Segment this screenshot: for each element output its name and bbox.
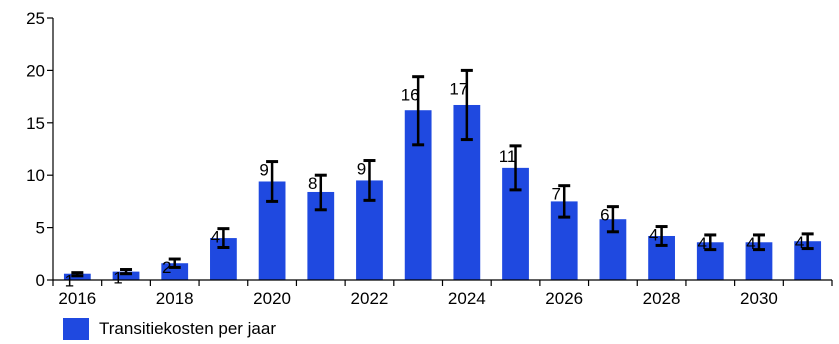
bar: [112, 271, 140, 280]
data-label: 4: [698, 234, 707, 253]
data-label: 16: [401, 86, 420, 105]
data-label: 4: [211, 228, 220, 247]
y-tick-label: 15: [26, 114, 45, 133]
data-label: 17: [449, 79, 468, 98]
data-label: 4: [649, 226, 658, 245]
data-label: 4: [746, 234, 755, 253]
x-tick-label: 2028: [643, 289, 681, 308]
y-tick-label: 0: [36, 271, 45, 290]
data-label: 7: [551, 185, 560, 204]
y-axis: 0 5 10 15 20 25: [26, 9, 54, 290]
x-tick-label: 2022: [351, 289, 389, 308]
x-tick-label: 2026: [545, 289, 583, 308]
data-label: 1: [113, 269, 122, 288]
legend-label: Transitiekosten per jaar: [99, 319, 277, 338]
x-tick-label: 2024: [448, 289, 486, 308]
y-tick-label: 20: [26, 61, 45, 80]
data-label: 1: [65, 272, 74, 291]
y-tick-label: 10: [26, 166, 45, 185]
data-label: 8: [308, 174, 317, 193]
x-tick-label: 2020: [253, 289, 291, 308]
data-label: 4: [795, 233, 804, 252]
data-label: 6: [600, 206, 609, 225]
x-tick-label: 2030: [740, 289, 778, 308]
bar: [161, 263, 189, 280]
x-tick-label: 2018: [156, 289, 194, 308]
x-axis: 2016 2018 2020 2022 2024 2026 2028 2030: [52, 279, 833, 308]
y-tick-label: 25: [26, 9, 45, 28]
bars: [63, 104, 822, 280]
x-tick-label: 2016: [58, 289, 96, 308]
data-label: 11: [499, 147, 517, 166]
data-label: 2: [162, 258, 171, 277]
legend-swatch: [63, 318, 89, 340]
error-bars: [71, 68, 814, 278]
y-tick-label: 5: [36, 219, 45, 238]
data-label: 9: [259, 161, 268, 180]
data-label: 9: [357, 160, 366, 179]
legend: Transitiekosten per jaar: [63, 318, 276, 340]
